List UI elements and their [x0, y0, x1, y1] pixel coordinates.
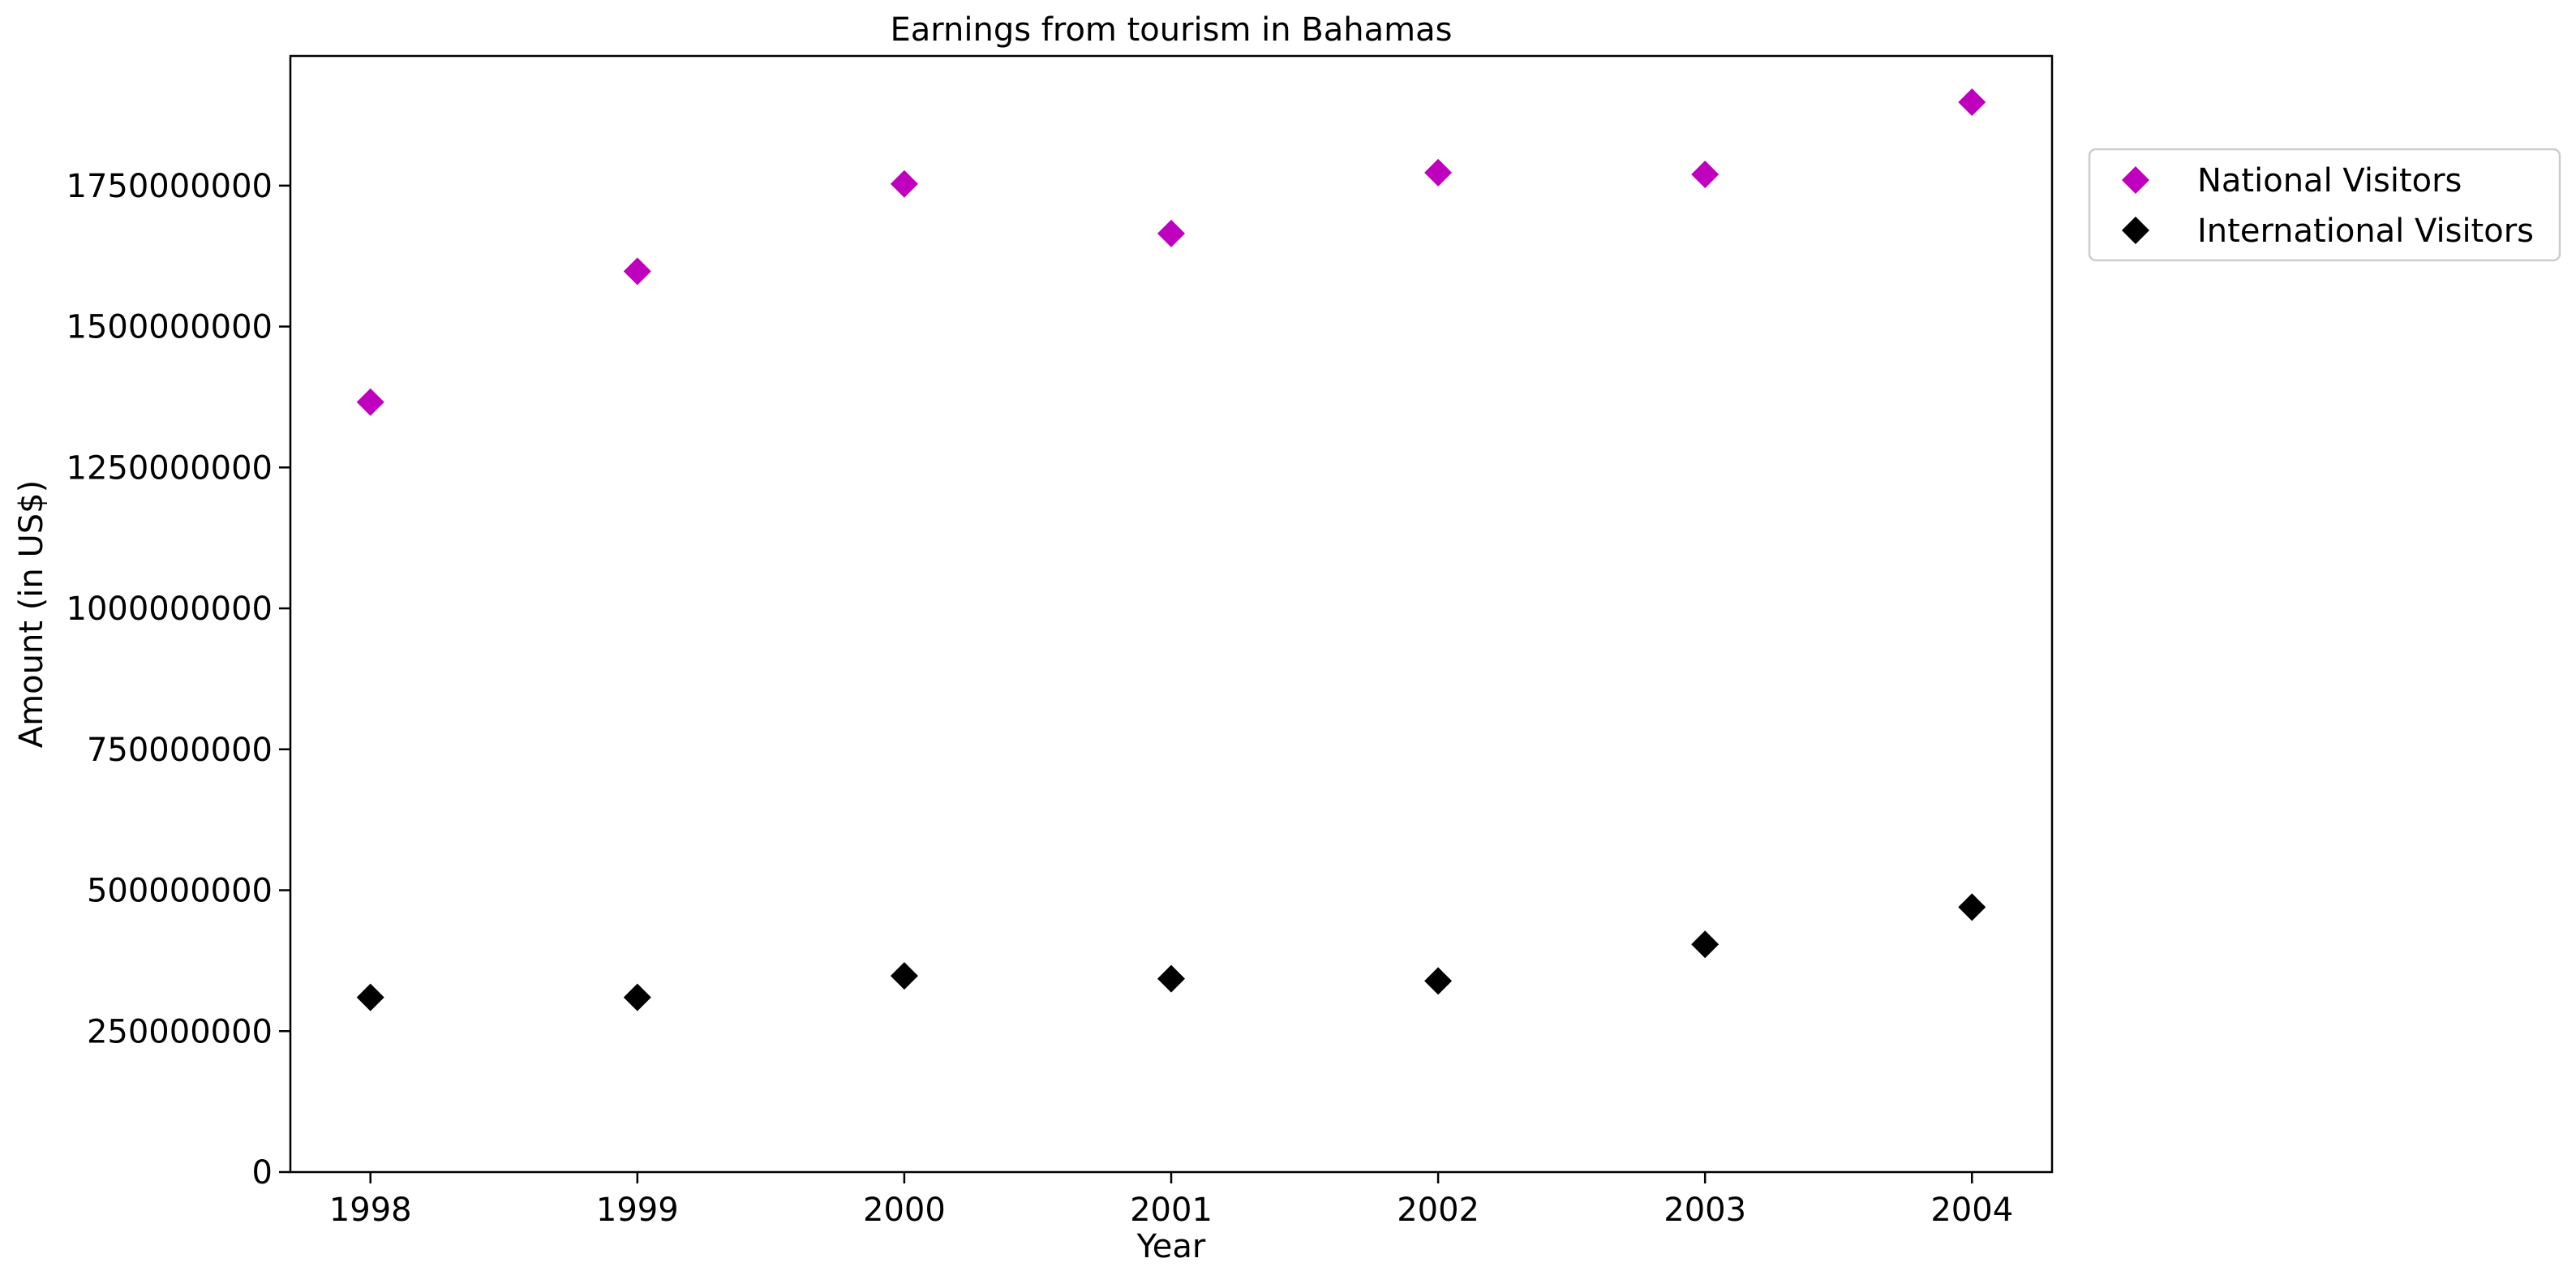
data-markers	[356, 88, 1986, 1011]
y-tick-label: 750000000	[87, 732, 273, 769]
x-tick-label: 2003	[1664, 1192, 1746, 1229]
x-tick-label: 2004	[1930, 1192, 2013, 1229]
y-tick-label: 250000000	[87, 1013, 273, 1050]
legend-entries: National Visitors International Visitors	[2122, 162, 2534, 250]
international-visitors-point	[1958, 893, 1986, 921]
national-visitors-point	[1424, 158, 1453, 187]
legend-marker-national-visitors	[2122, 166, 2149, 194]
x-axis-label: Year	[1136, 1228, 1206, 1265]
y-tick-label: 500000000	[87, 873, 273, 910]
y-tick-label: 1500000000	[67, 309, 273, 346]
x-axis-ticks: 1998 1999 2000 2001 2002 2003 2004	[329, 1172, 2013, 1229]
legend-frame	[2088, 148, 2561, 262]
y-axis-ticks: 0 250000000 500000000 750000000 1000000000 12…	[67, 168, 290, 1192]
y-tick-label: 1000000000	[67, 590, 273, 628]
x-tick-label: 2000	[863, 1192, 946, 1229]
chart-title: Earnings from tourism in Bahamas	[891, 11, 1453, 49]
y-tick-label: 0	[252, 1154, 273, 1192]
international-visitors-point	[890, 962, 918, 990]
x-tick-label: 2001	[1130, 1192, 1213, 1229]
x-tick-label: 2002	[1397, 1192, 1479, 1229]
y-tick-label: 1750000000	[67, 168, 273, 205]
legend-label-international-visitors: International Visitors	[2197, 213, 2534, 250]
plot-area-frame	[289, 54, 2054, 1174]
x-tick-label: 1998	[329, 1192, 412, 1229]
legend-marker-international-visitors	[2122, 217, 2149, 244]
international-visitors-point	[1157, 964, 1185, 993]
international-visitors-point	[356, 983, 384, 1011]
international-visitors-point	[1691, 930, 1719, 959]
international-visitors-point	[1424, 967, 1453, 995]
national-visitors-point	[1958, 88, 1986, 116]
y-tick-label: 1250000000	[67, 449, 273, 487]
legend-label-national-visitors: National Visitors	[2197, 162, 2462, 200]
x-tick-label: 1999	[596, 1192, 679, 1229]
national-visitors-point	[356, 388, 384, 416]
national-visitors-point	[1157, 219, 1185, 247]
international-visitors-point	[623, 983, 651, 1011]
y-axis-label: Amount (in US$)	[13, 480, 50, 748]
national-visitors-point	[623, 257, 651, 286]
legend: National Visitors International Visitors	[2088, 148, 2561, 262]
national-visitors-point	[1691, 160, 1719, 188]
national-visitors-point	[890, 170, 918, 198]
